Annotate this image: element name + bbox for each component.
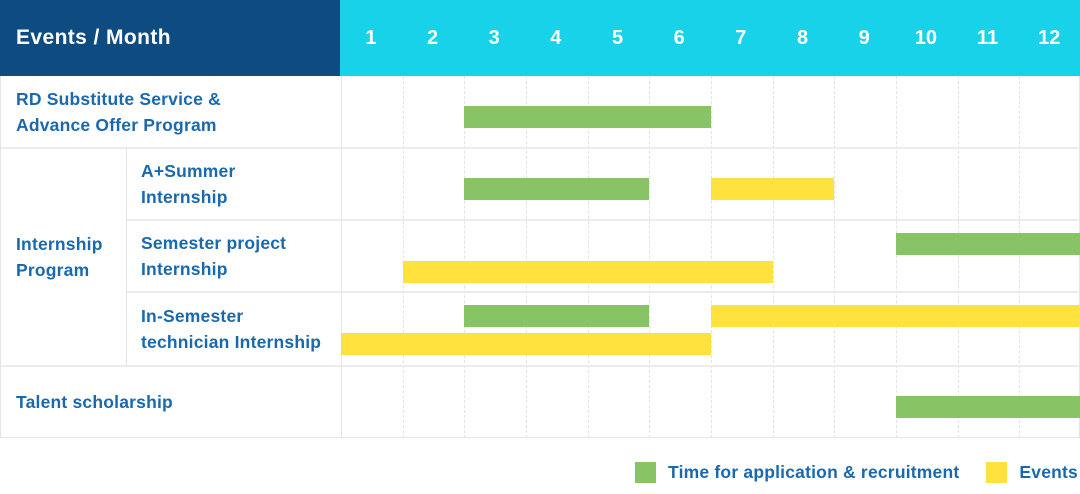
label-chart-divider bbox=[341, 76, 342, 438]
row-divider bbox=[126, 219, 1080, 221]
gantt-bar-green bbox=[464, 305, 650, 327]
gantt-bar-green bbox=[896, 233, 1080, 255]
row-label-line: Advance Offer Program bbox=[16, 115, 217, 135]
month-header-cell: 10 bbox=[914, 26, 937, 49]
events-month-header-cell: Events / Month bbox=[0, 0, 340, 76]
month-header-cell: 2 bbox=[426, 26, 439, 49]
gantt-bar-yellow bbox=[341, 333, 711, 355]
legend-label-events: Events bbox=[1019, 462, 1078, 482]
gantt-bar-yellow bbox=[711, 305, 1080, 327]
month-header-cell: 12 bbox=[1038, 26, 1061, 49]
row-label-semester-project-internship: Semester project Internship bbox=[126, 220, 341, 292]
row-label-talent-scholarship: Talent scholarship bbox=[1, 366, 341, 438]
gantt-bar-green bbox=[464, 106, 711, 128]
row-label-line: Internship bbox=[141, 259, 228, 279]
month-gridline bbox=[587, 76, 589, 438]
legend-swatch-application-icon bbox=[635, 462, 657, 483]
month-gridline bbox=[526, 76, 527, 438]
month-gridline bbox=[957, 76, 959, 438]
row-label-rd-substitute-service: RD Substitute Service & Advance Offer Pr… bbox=[1, 76, 341, 148]
group-label-internship-program: Internship Program bbox=[1, 148, 126, 366]
row-label-line: technician Internship bbox=[141, 332, 322, 352]
month-gridline bbox=[896, 76, 897, 438]
month-header-cell: 4 bbox=[550, 26, 562, 49]
row-label-a-plus-summer-internship: A+Summer Internship bbox=[126, 148, 341, 220]
month-gridline bbox=[402, 76, 404, 438]
events-month-header-label: Events / Month bbox=[16, 26, 171, 49]
gantt-bar-yellow bbox=[402, 261, 773, 283]
month-header-cell: 8 bbox=[796, 26, 809, 49]
month-gridline bbox=[772, 76, 774, 438]
month-header-cell: 1 bbox=[365, 26, 377, 49]
row-label-line: In-Semester bbox=[141, 306, 244, 326]
gantt-bar-green bbox=[464, 178, 650, 200]
group-label-line: Program bbox=[16, 260, 90, 280]
group-column-divider bbox=[126, 148, 127, 366]
row-label-in-semester-technician-internship: In-Semester technician Internship bbox=[126, 292, 341, 366]
month-header-cell: 9 bbox=[858, 26, 870, 49]
row-divider bbox=[126, 291, 1080, 293]
gantt-bar-yellow bbox=[711, 178, 835, 200]
row-label-line: Semester project bbox=[141, 233, 287, 253]
group-label-line: Internship bbox=[16, 234, 103, 254]
month-header-row: 1 2 3 4 5 6 7 8 9 10 11 12 bbox=[340, 0, 1080, 76]
month-gridline bbox=[834, 76, 836, 438]
month-header-cell: 6 bbox=[673, 26, 685, 49]
month-gridline bbox=[711, 76, 712, 438]
gantt-body: RD Substitute Service & Advance Offer Pr… bbox=[0, 76, 1080, 438]
gantt-bar-green bbox=[896, 396, 1080, 418]
month-gridline bbox=[1019, 76, 1021, 438]
month-header-cell: 11 bbox=[976, 26, 999, 49]
month-header-cell: 3 bbox=[488, 26, 500, 49]
legend-swatch-events-icon bbox=[986, 462, 1008, 483]
month-header-cell: 7 bbox=[735, 26, 747, 49]
row-divider bbox=[1, 147, 1080, 149]
chart-legend: Time for application & recruitment Event… bbox=[635, 462, 1078, 483]
month-gridline bbox=[649, 76, 651, 438]
row-label-line: Talent scholarship bbox=[16, 392, 173, 412]
row-divider bbox=[1, 365, 1080, 367]
row-label-line: A+Summer bbox=[141, 161, 236, 181]
chart-area bbox=[341, 76, 1080, 438]
month-header-cell: 5 bbox=[611, 26, 624, 49]
month-gridline bbox=[464, 76, 466, 438]
row-label-line: Internship bbox=[141, 187, 228, 207]
legend-label-application: Time for application & recruitment bbox=[668, 462, 960, 482]
row-label-line: RD Substitute Service & bbox=[16, 89, 221, 109]
